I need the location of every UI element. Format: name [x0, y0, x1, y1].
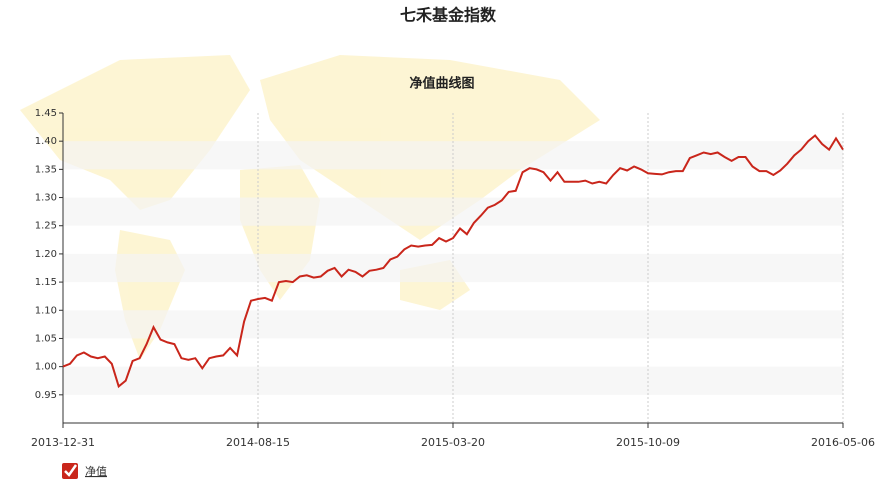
- y-tick-label: 1.40: [35, 136, 57, 147]
- x-tick-label: 2015-10-09: [616, 436, 680, 449]
- x-tick-label: 2014-08-15: [226, 436, 290, 449]
- y-tick-label: 1.35: [35, 164, 57, 175]
- legend[interactable]: 净值: [62, 463, 107, 479]
- y-tick-label: 1.15: [35, 277, 57, 288]
- chart-title: 七禾基金指数: [400, 6, 497, 25]
- y-tick-label: 0.95: [35, 390, 57, 401]
- check-icon: [64, 464, 78, 477]
- y-tick-label: 1.05: [35, 333, 57, 344]
- x-tick-label: 2013-12-31: [31, 436, 95, 449]
- y-tick-label: 1.20: [35, 249, 57, 260]
- y-tick-label: 1.30: [35, 193, 57, 204]
- y-tick-label: 1.25: [35, 221, 57, 232]
- x-tick-label: 2015-03-20: [421, 436, 485, 449]
- y-tick-label: 1.45: [35, 108, 57, 119]
- legend-label[interactable]: 净值: [85, 464, 107, 478]
- plot-area: 0.95 1.00 1.05 1.10 1.15 1.20 1.25 1.30 1.35 1.40…: [31, 108, 875, 449]
- data-line: [62, 134, 844, 389]
- y-tick-label: 1.10: [35, 305, 57, 316]
- x-tick-label: 2016-05-06: [811, 436, 875, 449]
- y-tick-label: 1.00: [35, 362, 57, 373]
- chart-subtitle: 净值曲线图: [409, 76, 474, 92]
